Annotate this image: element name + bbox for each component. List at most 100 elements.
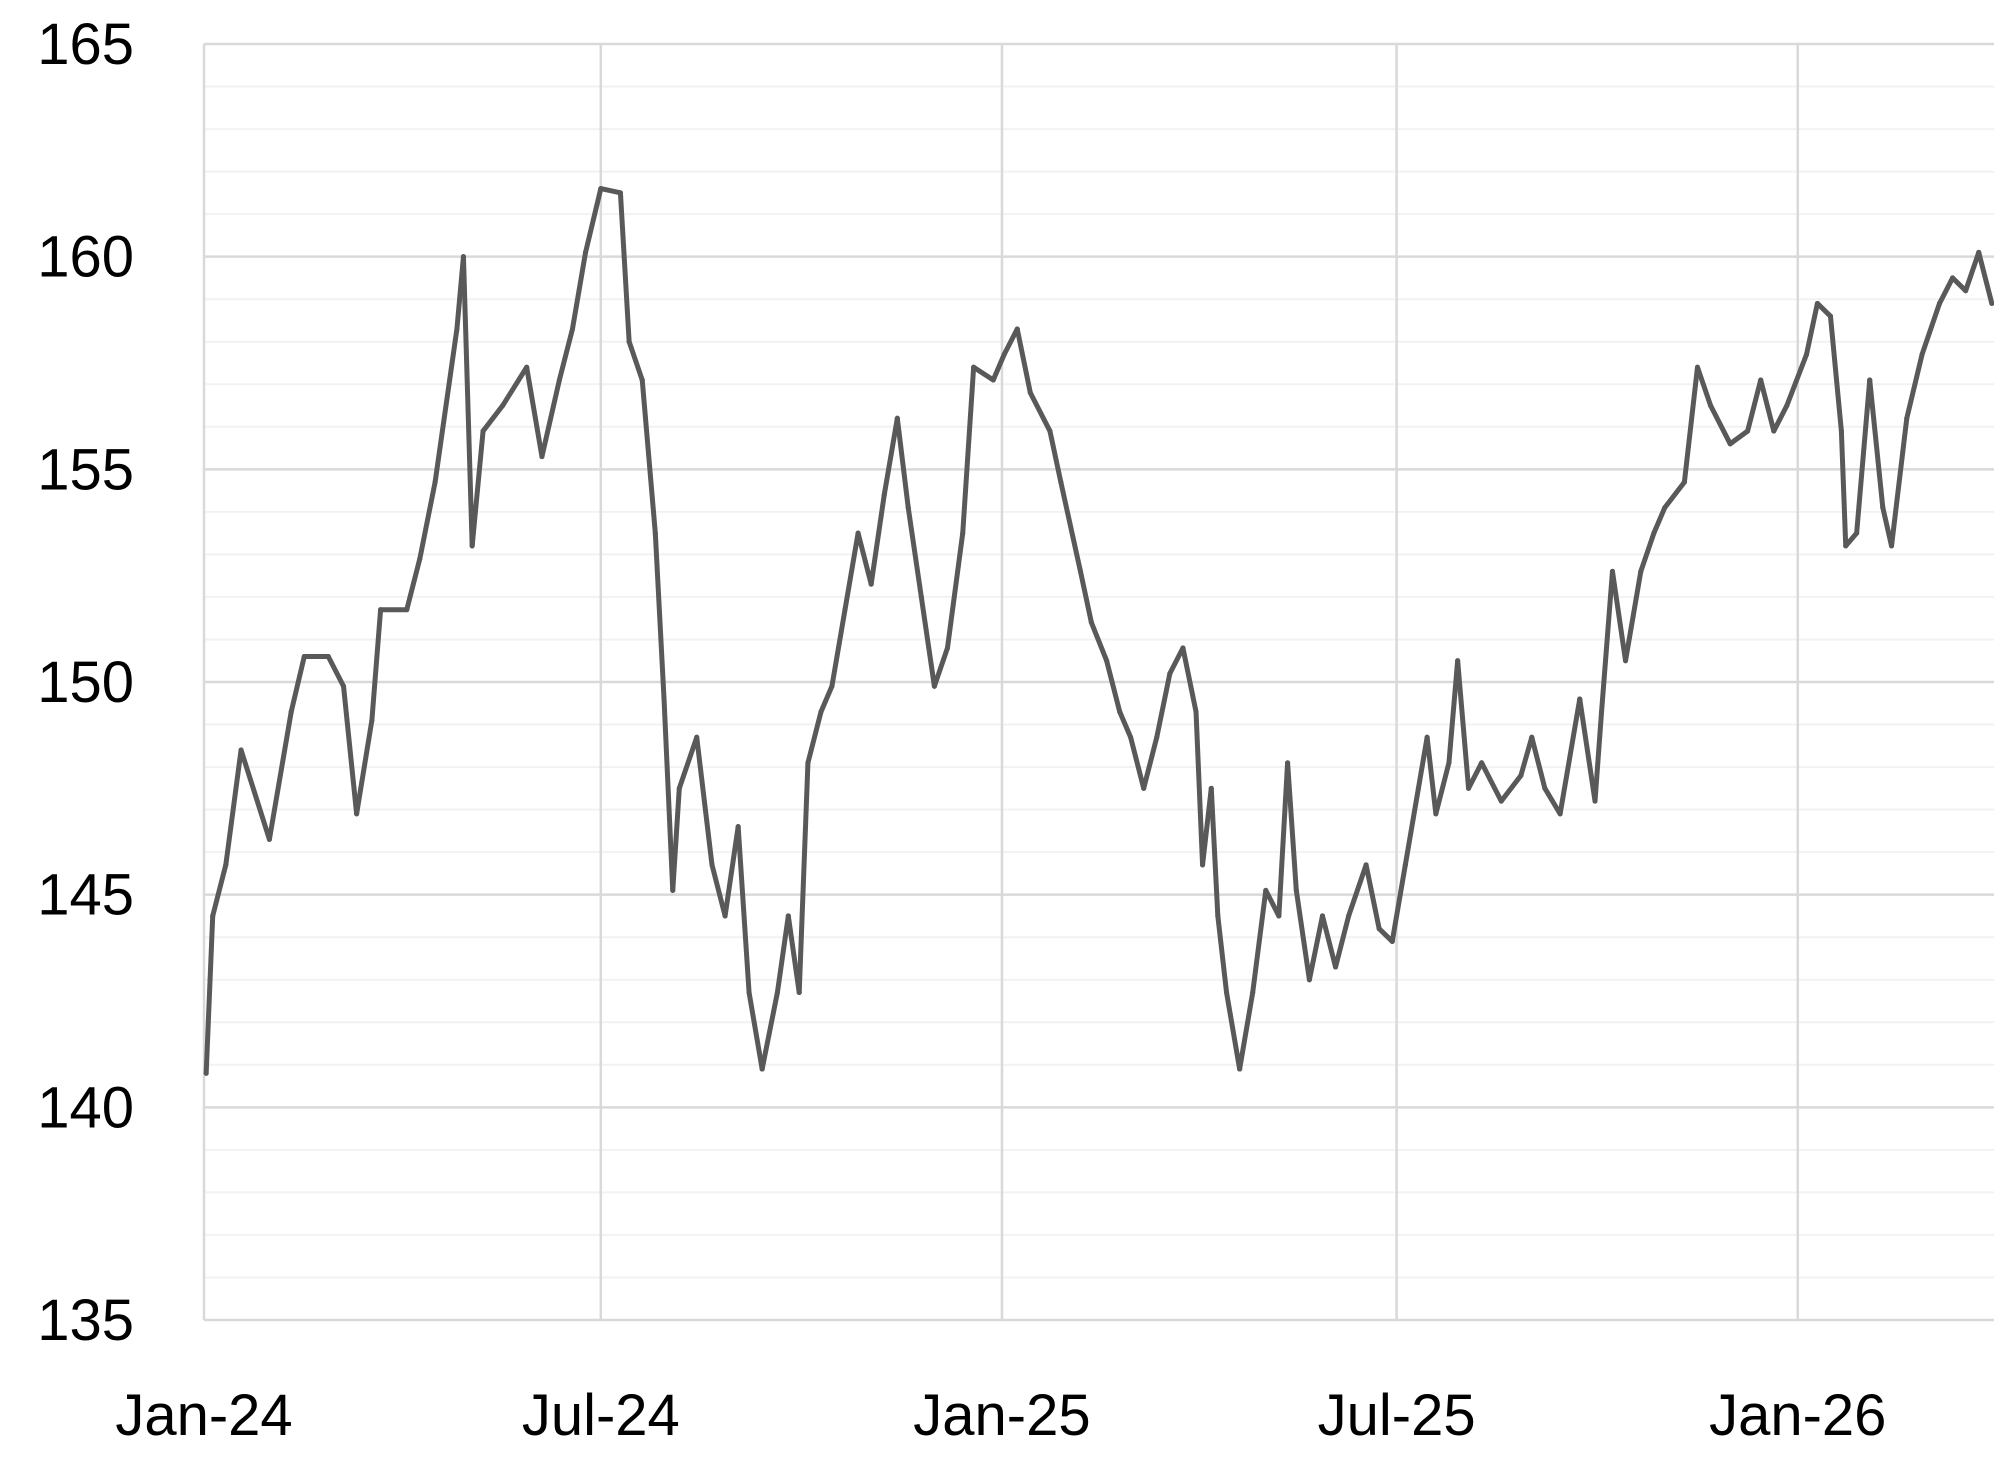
price-segment [1001,326,1020,357]
price-segment [1904,351,1925,421]
data-point [1215,913,1221,919]
data-point [1479,760,1485,766]
data-point [1376,926,1382,932]
price-segment [894,415,911,511]
data-point [1904,415,1910,421]
data-point [1263,887,1269,893]
data-point [1319,913,1325,919]
price-segment [639,377,658,536]
price-segment [694,734,715,868]
price-segment [1293,887,1312,983]
price-segment [1319,913,1339,970]
data-point [1237,1066,1243,1072]
price-segment [404,556,423,613]
data-point [722,913,728,919]
y-tick-label: 160 [37,225,134,290]
data-point [661,696,667,702]
data-point [1727,441,1733,447]
data-point [203,1070,209,1076]
data-point [404,607,410,613]
price-segment [670,785,682,893]
price-segment [1662,479,1687,511]
price-segment [617,190,632,345]
data-point [1867,377,1873,383]
data-point [1346,913,1352,919]
price-segment [1363,862,1382,932]
data-point [652,530,658,536]
data-point [1592,798,1598,804]
data-point [1446,760,1452,766]
data-point [805,760,811,766]
price-segment [1285,760,1299,893]
data-point [1609,568,1615,574]
price-segment [931,645,950,689]
price-segment [539,377,562,460]
data-point [1047,428,1053,434]
price-segment [598,186,623,196]
price-segment [1771,403,1790,434]
data-point [759,1066,765,1072]
data-point [709,862,715,868]
data-point [1402,862,1408,868]
data-point [1557,811,1563,817]
price-segment [1088,619,1110,664]
price-segment [818,683,835,715]
data-point [1771,428,1777,434]
data-point [1180,645,1186,651]
price-segment [210,862,229,919]
data-point [944,645,950,651]
price-segment [266,709,294,842]
price-segment [369,607,384,723]
data-point [1784,403,1790,409]
price-segment [774,913,791,995]
price-segment [1027,390,1053,434]
data-point [894,415,900,421]
x-tick-label: Jan-24 [115,1383,292,1448]
price-segment [1446,658,1461,766]
price-segment [1224,989,1243,1072]
data-point [1027,390,1033,396]
data-point [583,249,589,255]
price-segment [1889,415,1910,549]
price-segment [1128,734,1147,791]
price-segment [805,709,824,766]
data-point [1651,530,1657,536]
x-tick-label: Jul-25 [1318,1383,1476,1448]
price-segment [1681,364,1700,485]
price-segment [1346,862,1369,919]
price-segment [661,696,676,893]
data-point [617,190,623,196]
price-segment [1867,377,1886,511]
data-point [1077,568,1083,574]
data-point [1389,938,1395,944]
price-segment [1758,377,1777,434]
data-point [855,530,861,536]
data-point [1285,760,1291,766]
data-point [1963,288,1969,294]
price-segment [460,254,475,549]
data-point [1293,887,1299,893]
price-segment [842,530,861,613]
price-segment [1154,670,1173,740]
y-tick-label: 165 [37,12,134,77]
x-axis-ticks: Jan-24 Jul-24 Jan-25 Jul-25 Jan-26 [115,1383,1886,1448]
data-point [238,747,244,753]
data-point [670,887,676,893]
data-point [1919,351,1925,357]
data-point [288,709,294,715]
data-point [1104,658,1110,664]
data-point [1014,326,1020,332]
price-segment [709,862,728,919]
price-segment [1433,760,1452,817]
data-point [480,428,486,434]
data-point [460,254,466,260]
price-segment [354,717,375,817]
price-segment [1638,530,1657,574]
price-segment [1193,709,1206,868]
data-point [905,505,911,511]
price-segment [480,403,506,434]
price-segment [1976,249,1994,306]
data-point [1466,785,1472,791]
price-segment [1843,530,1860,549]
